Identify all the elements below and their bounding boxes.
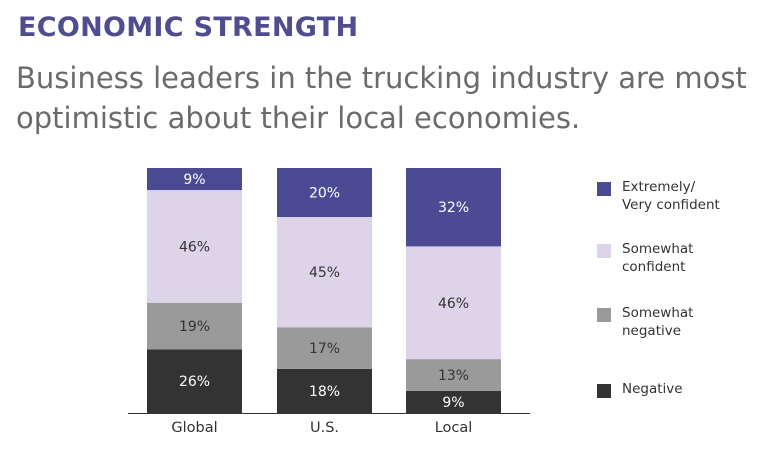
data-label-global-negative: 26% (179, 374, 210, 390)
data-label-u-s-somewhat-confident: 45% (309, 265, 340, 281)
bar-local-somewhat-confident (406, 246, 501, 360)
legend-label-negative: Negative (622, 381, 683, 397)
legend-label-somewhat-negative: Somewhat negative (622, 305, 694, 339)
data-label-global-extremely-very-confident: 9% (183, 172, 205, 188)
data-label-u-s-extremely-very-confident: 20% (309, 186, 340, 202)
data-label-global-somewhat-negative: 19% (179, 319, 210, 335)
bar-global-negative (147, 349, 242, 413)
data-label-u-s-negative: 18% (309, 384, 340, 400)
data-label-u-s-somewhat-negative: 17% (309, 341, 340, 357)
data-label-local-extremely-very-confident: 32% (438, 200, 469, 216)
chart-subtitle: Business leaders in the trucking industr… (16, 61, 747, 135)
legend-swatch-negative (597, 384, 611, 398)
data-label-local-somewhat-negative: 13% (438, 368, 469, 384)
bar-u-s-somewhat-confident (277, 217, 372, 328)
bar-u-s-negative (277, 368, 372, 413)
data-label-global-somewhat-confident: 46% (179, 239, 210, 255)
x-tick-label-local: Local (435, 420, 473, 436)
bar-local-extremely-very-confident (406, 168, 501, 247)
legend-swatch-extremely-confident (597, 182, 611, 196)
data-label-local-negative: 9% (442, 395, 464, 411)
bar-global-somewhat-negative (147, 302, 242, 350)
x-tick-label-u-s: U.S. (310, 420, 339, 436)
bar-u-s-somewhat-negative (277, 327, 372, 369)
data-label-local-somewhat-confident: 46% (438, 296, 469, 312)
x-tick-label-global: Global (171, 420, 217, 436)
legend-swatch-somewhat-confident (597, 244, 611, 258)
legend-swatch-somewhat-negative (597, 308, 611, 322)
chart-heading: ECONOMIC STRENGTH (18, 12, 359, 43)
legend-label-extremely-confident: Extremely/ Very confident (622, 179, 720, 213)
bar-u-s-extremely-very-confident (277, 168, 372, 217)
bar-local-somewhat-negative (406, 359, 501, 391)
bar-global-somewhat-confident (147, 190, 242, 303)
bar-global-extremely-very-confident (147, 168, 242, 191)
bar-local-negative (406, 390, 501, 413)
legend-label-somewhat-confident: Somewhat confident (622, 241, 694, 275)
